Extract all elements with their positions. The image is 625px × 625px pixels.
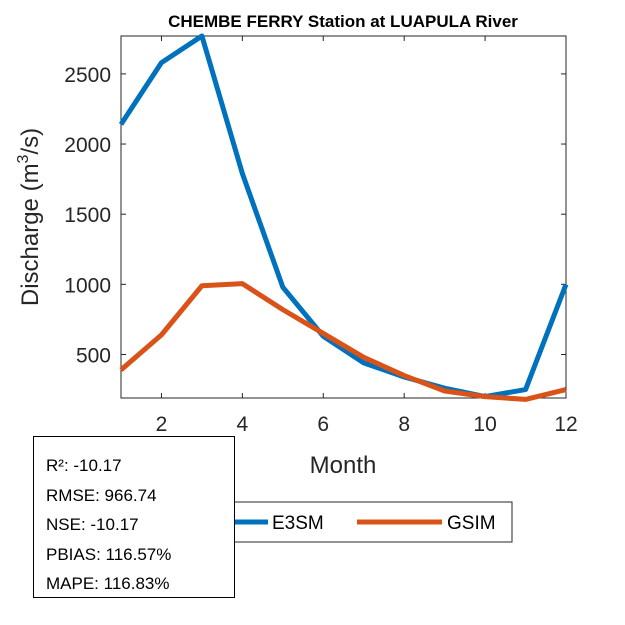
x-tick-labels: 2 4 6 8 10 12 — [156, 413, 578, 436]
x-axis-label: Month — [310, 452, 377, 479]
plot-area — [120, 35, 567, 399]
y-tick-label: 2500 — [64, 64, 111, 87]
stat-rmse: RMSE: 966.74 — [46, 485, 157, 505]
y-tick-label: 2000 — [64, 134, 111, 157]
y-tick-label: 1000 — [64, 274, 111, 297]
chart-title: CHEMBE FERRY Station at LUAPULA River — [168, 12, 518, 31]
x-tick-label: 10 — [473, 413, 496, 436]
x-tick-label: 6 — [317, 413, 329, 436]
legend-label-gsim: GSIM — [447, 513, 496, 534]
series-line-gsim — [119, 281, 567, 402]
stat-r2: R²: -10.17 — [46, 456, 122, 475]
legend: E3SM GSIM — [209, 501, 513, 543]
stat-nse: NSE: -10.17 — [46, 515, 139, 534]
y-tick-labels: 500 1000 1500 2000 2500 — [64, 64, 111, 368]
stats-box: R²: -10.17 RMSE: 966.74 NSE: -10.17 PBIA… — [33, 436, 235, 598]
y-tick-label: 500 — [76, 345, 111, 368]
stat-pbias: PBIAS: 116.57% — [46, 544, 172, 564]
stat-mape: MAPE: 116.83% — [46, 574, 170, 593]
x-tick-label: 2 — [156, 413, 168, 436]
legend-label-e3sm: E3SM — [272, 513, 324, 534]
x-tick-label: 8 — [398, 413, 410, 436]
y-tick-label: 1500 — [64, 204, 111, 227]
y-axis-label: Discharge (m3/s) — [15, 128, 44, 306]
x-tick-label: 4 — [237, 413, 249, 436]
x-tick-label: 12 — [554, 413, 577, 436]
series-lines — [118, 33, 569, 402]
axis-ticks — [121, 36, 567, 398]
